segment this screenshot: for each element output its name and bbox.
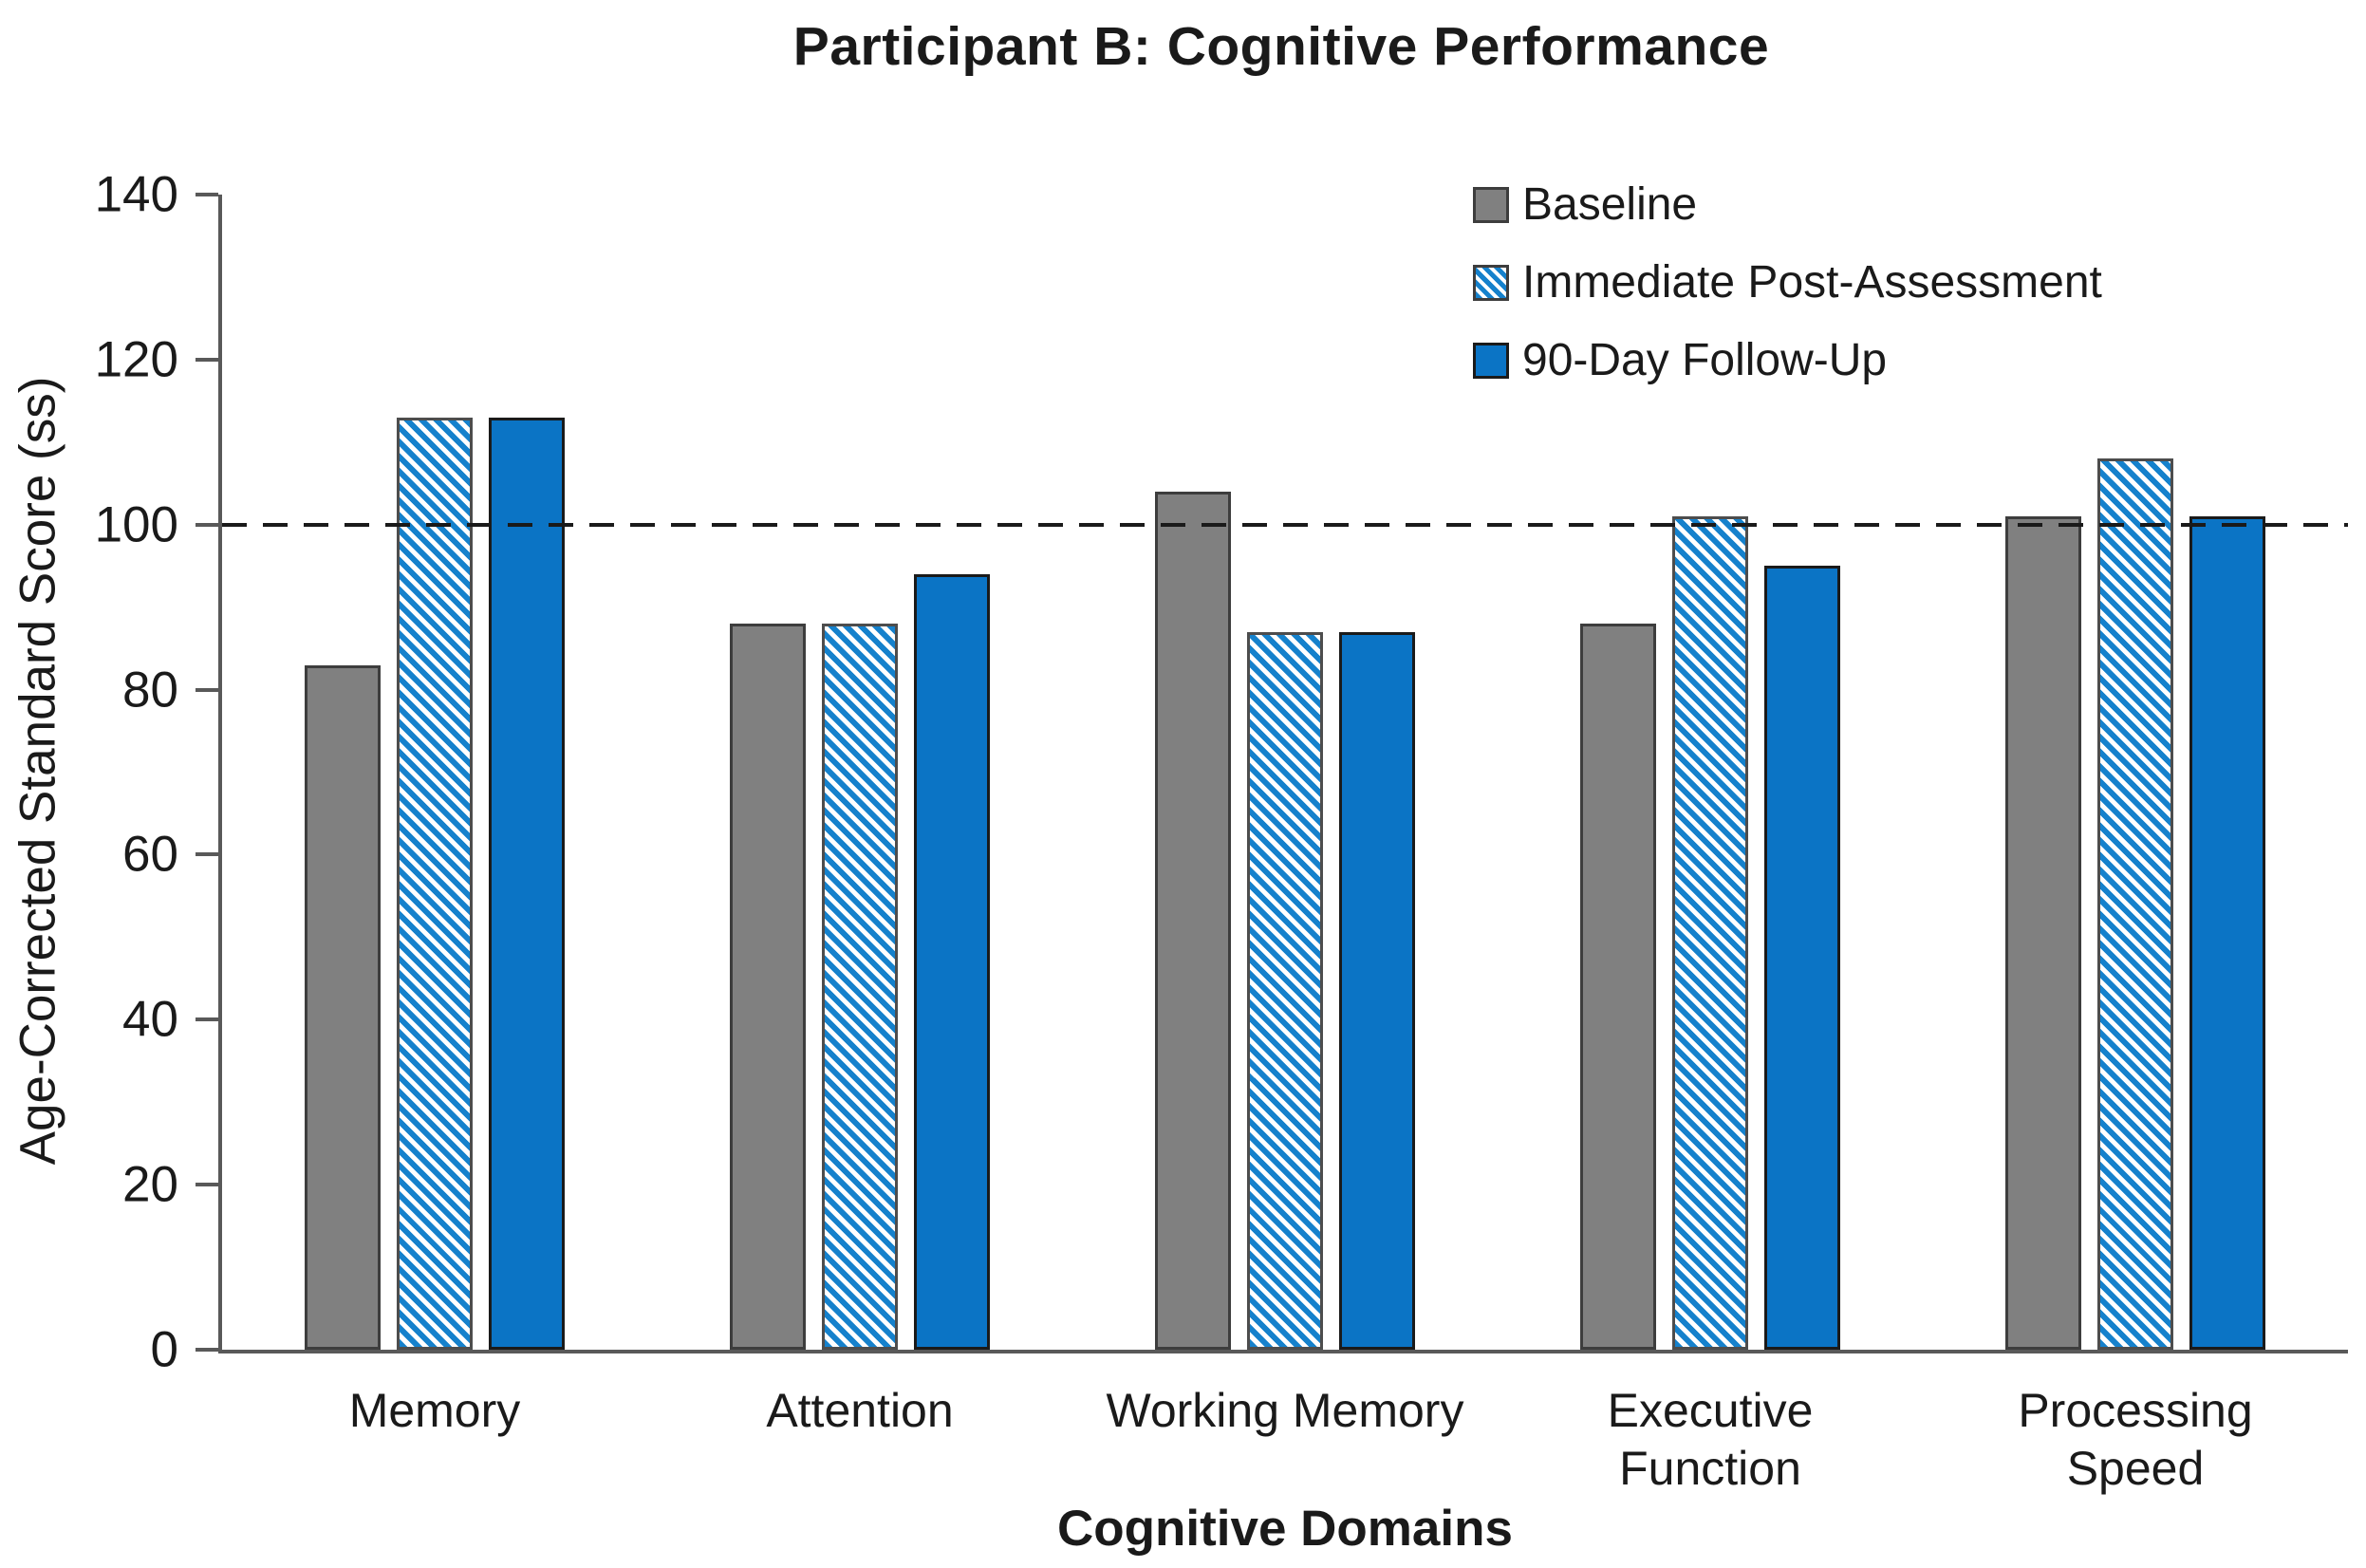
legend-swatch-baseline [1473,186,1509,223]
legend-item-baseline: Baseline [1473,178,2102,231]
reference-line-100 [222,522,2348,527]
legend-item-90-day-follow-up: 90-Day Follow-Up [1473,334,2102,386]
bar-baseline-executive-function [1580,624,1656,1350]
y-tick-mark-100 [196,522,218,527]
bar-90-day-follow-up-processing-speed [2189,516,2265,1350]
y-axis-title: Age-Corrected Standard Score (ss) [9,376,66,1166]
bar-90-day-follow-up-executive-function [1764,566,1840,1350]
y-tick-mark-140 [196,193,218,196]
x-label-working-memory: Working Memory [1106,1384,1464,1437]
bar-90-day-follow-up-memory [489,417,565,1350]
bar-immediate-post-assessment-processing-speed [2097,458,2173,1350]
x-label-memory: Memory [348,1384,521,1437]
y-tick-label-140: 140 [94,166,178,223]
bar-group-processing-speed [2005,195,2265,1350]
chart-title: Participant B: Cognitive Performance [792,16,1770,77]
x-label-processing-speed: Processing Speed [2018,1384,2253,1495]
bar-immediate-post-assessment-attention [822,624,898,1350]
bar-immediate-post-assessment-working-memory [1247,631,1323,1350]
legend-item-immediate-post-assessment: Immediate Post-Assessment [1473,256,2102,308]
y-tick-mark-80 [196,687,218,692]
y-tick-mark-0 [196,1348,218,1352]
bar-baseline-processing-speed [2005,516,2081,1350]
y-tick-mark-120 [196,357,218,362]
y-tick-mark-40 [196,1017,218,1022]
legend-label-baseline: Baseline [1522,179,1698,230]
bar-groups-container [222,195,2348,1350]
x-label-attention: Attention [766,1384,954,1437]
bar-baseline-attention [730,624,806,1350]
y-tick-mark-20 [196,1183,218,1187]
x-axis-category-labels: Memory Attention Working Memory Executive Fu… [222,1382,2348,1498]
bar-group-working-memory [1155,195,1415,1350]
bar-immediate-post-assessment-executive-function [1672,516,1748,1350]
bar-group-memory [305,195,565,1350]
bar-90-day-follow-up-working-memory [1339,631,1415,1350]
bar-baseline-working-memory [1155,491,1231,1350]
bar-group-executive-function [1580,195,1840,1350]
legend-swatch-immediate-post-assessment [1473,264,1509,301]
legend-swatch-90-day-follow-up [1473,342,1509,379]
bar-immediate-post-assessment-memory [397,417,473,1350]
y-tick-label-40: 40 [122,991,178,1048]
legend: Baseline Immediate Post-Assessment 90-Day … [1473,178,2102,386]
y-tick-label-0: 0 [150,1321,178,1378]
y-tick-mark-60 [196,852,218,857]
bar-baseline-memory [305,664,381,1350]
legend-label-immediate-post-assessment: Immediate Post-Assessment [1522,257,2102,308]
y-tick-label-80: 80 [122,662,178,719]
bar-90-day-follow-up-attention [914,573,990,1350]
x-label-executive-function: Executive Function [1607,1384,1814,1495]
y-tick-label-100: 100 [94,496,178,553]
y-tick-label-120: 120 [94,331,178,388]
plot-area: 0 20 40 60 80 100 120 140 Memory Attention Workin… [95,167,2348,1557]
legend-label-90-day-follow-up: 90-Day Follow-Up [1522,335,1888,385]
bar-group-attention [730,195,990,1350]
y-tick-label-20: 20 [122,1156,178,1213]
y-tick-label-60: 60 [122,826,178,883]
x-axis-title: Cognitive Domains [1056,1501,1513,1557]
